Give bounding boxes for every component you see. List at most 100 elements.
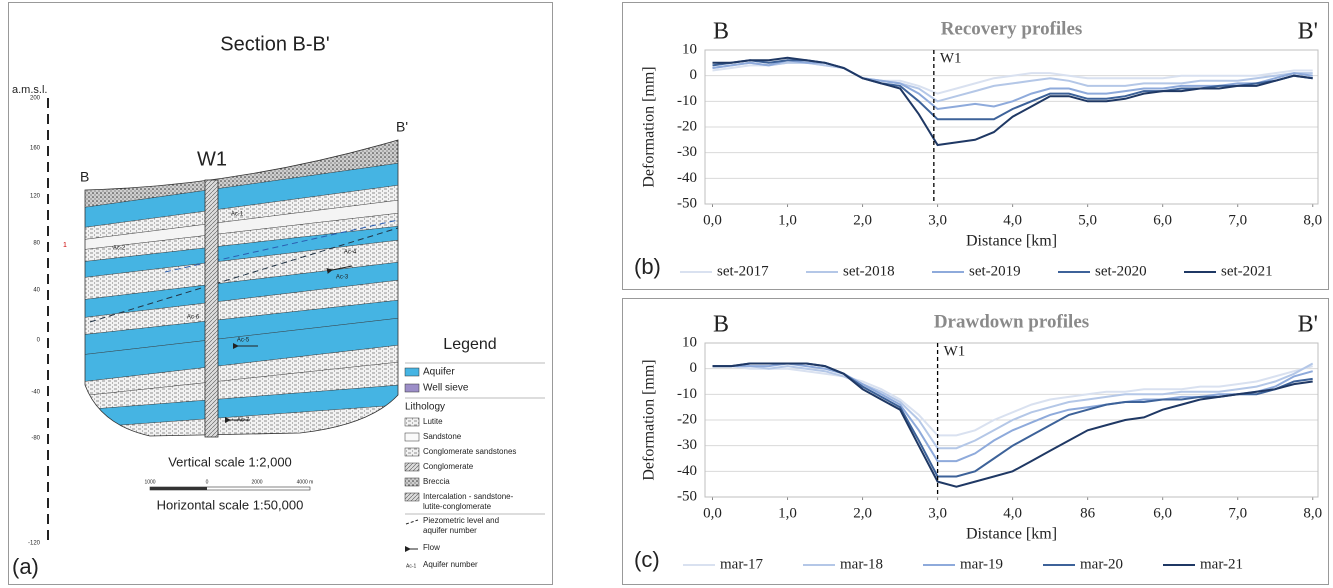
legend-swatch [404, 383, 420, 393]
legend-swatch [404, 477, 420, 487]
legend-item: Sandstone [423, 432, 462, 441]
aquifer-label: Ac-6 [187, 315, 200, 321]
legend-label: mar-18 [840, 556, 883, 572]
legend-swatch [404, 367, 420, 377]
legend-label: set-2018 [843, 263, 895, 279]
legend-label: set-2017 [717, 263, 769, 279]
x-tick-label: 0,0 [703, 505, 722, 521]
x-tick-label: 6,0 [1153, 505, 1172, 521]
y-tick-label: 10 [682, 334, 697, 350]
elevation-tick-label: -40 [31, 390, 40, 396]
y-tick-label: -50 [677, 488, 697, 504]
y-tick-label: 0 [690, 360, 698, 376]
lithology-legend: Lutite Sandstone Conglomerate sandstones Co… [404, 417, 516, 511]
x-tick-label: 3,0 [928, 505, 947, 521]
y-tick-label: -20 [677, 118, 697, 134]
section-layer [85, 225, 398, 279]
end-label: B [713, 19, 729, 45]
legend-symbol-text: aquifer number [423, 526, 477, 535]
y-tick-label: -10 [677, 93, 697, 109]
series-line [712, 56, 1313, 147]
x-tick-label: 4,0 [1003, 212, 1022, 228]
x-tick-label: 0,0 [703, 212, 722, 228]
section-layer [85, 279, 398, 336]
scale-label: 4000 m [297, 479, 314, 485]
well-label: W1 [197, 148, 227, 170]
elevation-tick-label: 0 [37, 338, 41, 344]
plot-frame [704, 49, 1319, 205]
aquifer-label: Ac-2 [113, 246, 126, 252]
section-layer [85, 344, 398, 397]
aquifer-label: Ac-4 [344, 250, 357, 256]
legend-swatch [404, 432, 420, 442]
legend-swatch [404, 447, 420, 457]
scale-bar [150, 487, 207, 490]
panel-label: (c) [634, 547, 660, 572]
section-layers [85, 140, 398, 436]
elevation-tick-label: 200 [30, 96, 41, 102]
legend-symbol-key: Ac-1 [406, 563, 417, 569]
x-tick-label: 2,0 [853, 505, 872, 521]
y-axis-label: Deformation [mm] [641, 66, 658, 187]
series-line [712, 362, 1314, 450]
section-layer [85, 239, 398, 301]
x-tick-label: 6,0 [1153, 212, 1172, 228]
scale-label: 1000 [144, 479, 155, 485]
legend-item: Breccia [423, 477, 450, 486]
end-label: B [713, 312, 729, 338]
well-label: W1 [940, 50, 962, 66]
section-layer [85, 384, 398, 429]
section-layer [85, 317, 398, 383]
y-tick-label: -10 [677, 386, 697, 402]
elevation-tick-label: 80 [33, 241, 40, 247]
plot-frame [704, 342, 1319, 498]
well [204, 179, 219, 438]
vertical-scale: Vertical scale 1:2,000 [168, 454, 292, 469]
y-tick-label: -50 [677, 195, 697, 211]
series-line [712, 362, 1313, 463]
section-layer [85, 361, 398, 411]
panel-label: (b) [634, 254, 661, 279]
x-axis-label: Distance [km] [966, 233, 1057, 250]
aquifer-label: Ac-1 [231, 212, 244, 218]
legend-item: Aquifer [423, 367, 455, 378]
legend-subtitle: Lithology [405, 402, 445, 413]
x-tick-label: 86 [1080, 505, 1096, 521]
legend-label: mar-17 [720, 556, 764, 572]
y-tick-label: -40 [677, 170, 697, 186]
section-layer [85, 261, 398, 319]
well-label: W1 [944, 343, 966, 359]
section-end-label: B' [396, 119, 408, 135]
x-tick-label: 3,0 [928, 212, 947, 228]
y-tick-label: -40 [677, 463, 697, 479]
y-tick-label: -20 [677, 411, 697, 427]
elevation-tick-label: 120 [30, 194, 41, 200]
x-tick-label: 1,0 [778, 505, 797, 521]
x-tick-label: 7,0 [1228, 212, 1247, 228]
legend-title: Legend [443, 336, 496, 353]
legend-item: Well sieve [423, 383, 469, 394]
legend-item: Conglomerate sandstones [423, 447, 516, 456]
y-tick-label: -30 [677, 437, 697, 453]
series-line [712, 362, 1313, 488]
y-axis-label: Deformation [mm] [641, 359, 658, 480]
legend-label: set-2021 [1221, 263, 1273, 279]
piezometric-line [89, 227, 399, 323]
legend-item: Intercalation - sandstone- [423, 492, 514, 501]
y-tick-label: 10 [682, 41, 697, 57]
section-layer [85, 184, 398, 241]
chart-title: Drawdown profiles [934, 311, 1089, 332]
legend-symbol-text: Piezometric level and [423, 516, 499, 525]
x-tick-label: 8,0 [1303, 505, 1322, 521]
legend-label: mar-19 [960, 556, 1003, 572]
elevation-tick-label: -80 [31, 436, 40, 442]
scale-label: 0 [206, 479, 209, 485]
legend-label: mar-21 [1200, 556, 1243, 572]
flow-arrow [326, 265, 353, 274]
x-tick-label: 8,0 [1303, 212, 1322, 228]
section-layer [85, 199, 398, 251]
legend-item: lutite-conglomerate [423, 502, 492, 511]
aquifer-label: Ac-3 [336, 275, 349, 281]
x-axis-label: Distance [km] [966, 526, 1057, 543]
